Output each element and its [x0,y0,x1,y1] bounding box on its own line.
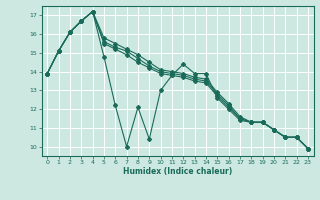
X-axis label: Humidex (Indice chaleur): Humidex (Indice chaleur) [123,167,232,176]
